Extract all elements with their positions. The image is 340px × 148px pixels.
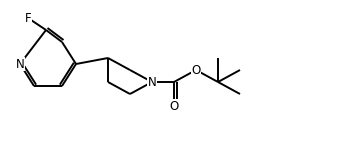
Text: F: F: [25, 12, 31, 25]
Text: N: N: [148, 75, 156, 89]
Text: N: N: [16, 58, 24, 70]
Text: O: O: [169, 99, 178, 112]
Text: O: O: [191, 63, 201, 77]
